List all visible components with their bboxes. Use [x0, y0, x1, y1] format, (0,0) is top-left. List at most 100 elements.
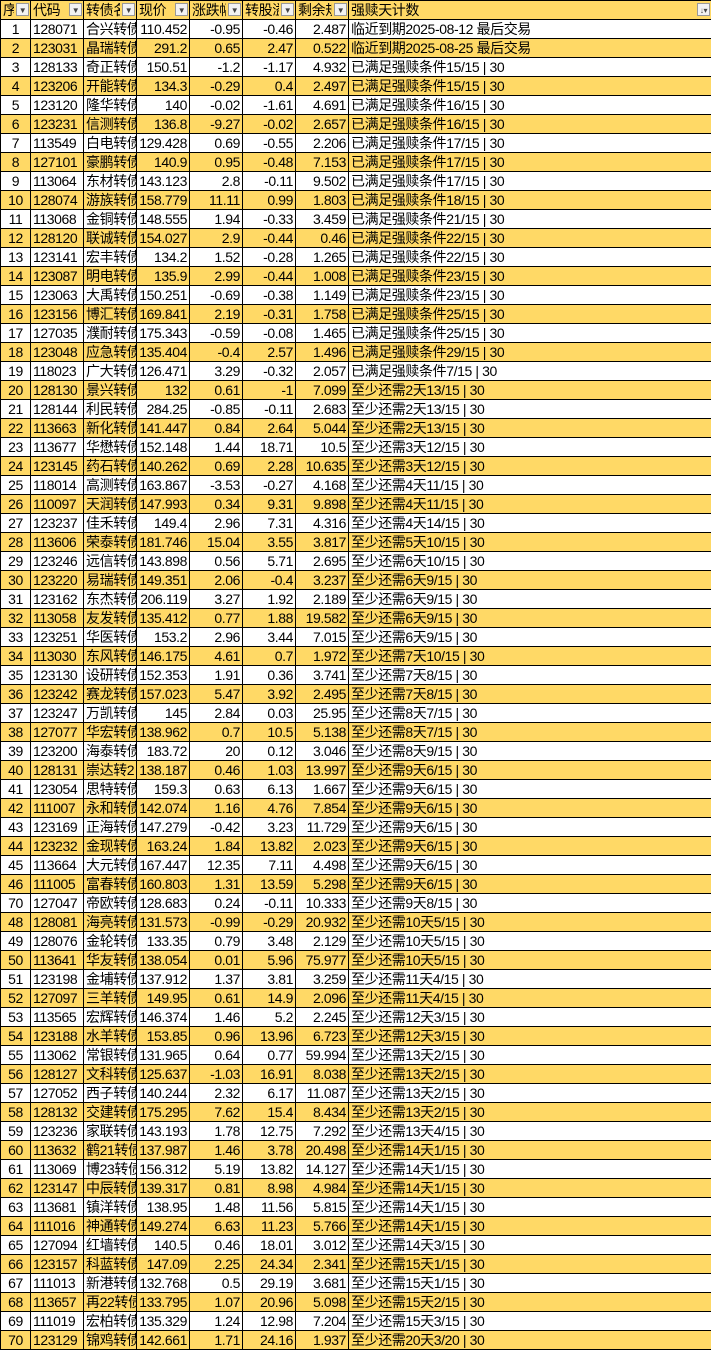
cell-seq[interactable]: 63 [0, 1197, 31, 1217]
table-row[interactable]: 3 128133 奇正转债 150.51 -1.2 -1.17 4.932 已满足强赎条件15… [0, 57, 711, 77]
cell-seq[interactable]: 28 [0, 532, 31, 552]
cell-seq[interactable]: 24 [0, 456, 31, 476]
cell-remaining-size[interactable]: 0.522 [295, 38, 349, 58]
cell-change[interactable]: 1.84 [189, 836, 243, 856]
cell-remaining-size[interactable]: 9.502 [295, 171, 349, 191]
cell-seq[interactable]: 25 [0, 475, 31, 495]
cell-seq[interactable]: 68 [0, 1292, 31, 1312]
cell-price[interactable]: 137.987 [136, 1140, 190, 1160]
table-row[interactable]: 32 113058 友发转债 135.412 0.77 1.88 19.582 至少还需6天9… [0, 608, 711, 628]
cell-remaining-size[interactable]: 3.046 [295, 741, 349, 761]
cell-change[interactable]: 2.8 [189, 171, 243, 191]
cell-redeem-count[interactable]: 至少还需15天1/15 | 30 [348, 1273, 711, 1293]
cell-name[interactable]: 红墙转债 [83, 1235, 137, 1255]
cell-redeem-count[interactable]: 已满足强赎条件23/15 | 30 [348, 285, 711, 305]
cell-price[interactable]: 126.471 [136, 361, 190, 381]
cell-change[interactable]: -0.29 [189, 76, 243, 96]
cell-remaining-size[interactable]: 4.316 [295, 513, 349, 533]
table-row[interactable]: 57 127052 西子转债 140.244 2.32 6.17 11.087 至少还需13天… [0, 1083, 711, 1103]
cell-name[interactable]: 东风转债 [83, 646, 137, 666]
cell-code[interactable]: 123247 [30, 703, 84, 723]
cell-name[interactable]: 西子转债 [83, 1083, 137, 1103]
cell-code[interactable]: 127094 [30, 1235, 84, 1255]
cell-remaining-size[interactable]: 4.984 [295, 1178, 349, 1198]
cell-code[interactable]: 123048 [30, 342, 84, 362]
cell-redeem-count[interactable]: 至少还需3天12/15 | 30 [348, 456, 711, 476]
cell-change[interactable]: 20 [189, 741, 243, 761]
cell-remaining-size[interactable]: 10.635 [295, 456, 349, 476]
cell-redeem-count[interactable]: 至少还需5天10/15 | 30 [348, 532, 711, 552]
cell-premium[interactable]: 3.48 [242, 931, 296, 951]
table-row[interactable]: 55 113062 常银转债 131.965 0.64 0.77 59.994 至少还需13天… [0, 1045, 711, 1065]
cell-remaining-size[interactable]: 20.498 [295, 1140, 349, 1160]
cell-seq[interactable]: 60 [0, 1140, 31, 1160]
cell-seq[interactable]: 42 [0, 798, 31, 818]
cell-price[interactable]: 140.244 [136, 1083, 190, 1103]
cell-change[interactable]: 1.31 [189, 874, 243, 894]
cell-change[interactable]: -3.53 [189, 475, 243, 495]
cell-seq[interactable]: 3 [0, 57, 31, 77]
cell-name[interactable]: 远信转债 [83, 551, 137, 571]
cell-price[interactable]: 131.965 [136, 1045, 190, 1065]
cell-redeem-count[interactable]: 已满足强赎条件17/15 | 30 [348, 171, 711, 191]
cell-premium[interactable]: -0.48 [242, 152, 296, 172]
cell-price[interactable]: 140.262 [136, 456, 190, 476]
cell-price[interactable]: 152.148 [136, 437, 190, 457]
cell-change[interactable]: 0.5 [189, 1273, 243, 1293]
cell-price[interactable]: 175.295 [136, 1102, 190, 1122]
cell-name[interactable]: 镇洋转债 [83, 1197, 137, 1217]
cell-redeem-count[interactable]: 至少还需9天8/15 | 30 [348, 893, 711, 913]
cell-redeem-count[interactable]: 至少还需6天9/15 | 30 [348, 627, 711, 647]
table-row[interactable]: 49 128076 金轮转债 133.35 0.79 3.48 2.129 至少还需10天5/… [0, 931, 711, 951]
cell-premium[interactable]: 12.98 [242, 1311, 296, 1331]
cell-redeem-count[interactable]: 至少还需9天6/15 | 30 [348, 760, 711, 780]
cell-remaining-size[interactable]: 5.815 [295, 1197, 349, 1217]
cell-seq[interactable]: 16 [0, 304, 31, 324]
cell-remaining-size[interactable]: 4.498 [295, 855, 349, 875]
cell-change[interactable]: 1.91 [189, 665, 243, 685]
cell-code[interactable]: 128130 [30, 380, 84, 400]
cell-seq[interactable]: 11 [0, 209, 31, 229]
cell-redeem-count[interactable]: 至少还需6天10/15 | 30 [348, 551, 711, 571]
cell-change[interactable]: 5.19 [189, 1159, 243, 1179]
cell-name[interactable]: 新化转债 [83, 418, 137, 438]
cell-remaining-size[interactable]: 5.098 [295, 1292, 349, 1312]
cell-remaining-size[interactable]: 2.497 [295, 76, 349, 96]
cell-name[interactable]: 宏丰转债 [83, 247, 137, 267]
cell-price[interactable]: 147.09 [136, 1254, 190, 1274]
cell-code[interactable]: 123246 [30, 551, 84, 571]
cell-change[interactable]: -0.95 [189, 19, 243, 39]
cell-premium[interactable]: 7.11 [242, 855, 296, 875]
cell-seq[interactable]: 10 [0, 190, 31, 210]
cell-name[interactable]: 东杰转债 [83, 589, 137, 609]
cell-price[interactable]: 146.175 [136, 646, 190, 666]
table-row[interactable]: 10 128074 游族转债 158.779 11.11 0.99 1.803 已满足强赎条件… [0, 190, 711, 210]
cell-redeem-count[interactable]: 至少还需20天3/20 | 30 [348, 1330, 711, 1350]
cell-remaining-size[interactable]: 2.657 [295, 114, 349, 134]
cell-change[interactable]: 3.27 [189, 589, 243, 609]
cell-premium[interactable]: 11.23 [242, 1216, 296, 1236]
cell-price[interactable]: 140 [136, 95, 190, 115]
cell-seq[interactable]: 39 [0, 741, 31, 761]
table-row[interactable]: 22 113663 新化转债 141.447 0.84 2.64 5.044 至少还需2天13… [0, 418, 711, 438]
cell-name[interactable]: 游族转债 [83, 190, 137, 210]
cell-redeem-count[interactable]: 至少还需6天9/15 | 30 [348, 589, 711, 609]
cell-name[interactable]: 赛龙转债 [83, 684, 137, 704]
cell-remaining-size[interactable]: 1.758 [295, 304, 349, 324]
cell-name[interactable]: 豪鹏转债 [83, 152, 137, 172]
table-row[interactable]: 37 123247 万凯转债 145 2.84 0.03 25.95 至少还需8天7/15 |… [0, 703, 711, 723]
cell-name[interactable]: 万凯转债 [83, 703, 137, 723]
filter-dropdown-icon[interactable]: ▼ [281, 3, 294, 16]
cell-premium[interactable]: 3.92 [242, 684, 296, 704]
table-row[interactable]: 1 128071 合兴转债 110.452 -0.95 -0.46 2.487 临近到期202… [0, 19, 711, 39]
cell-name[interactable]: 景兴转债 [83, 380, 137, 400]
cell-code[interactable]: 128081 [30, 912, 84, 932]
cell-change[interactable]: 2.96 [189, 513, 243, 533]
cell-code[interactable]: 113062 [30, 1045, 84, 1065]
cell-name[interactable]: 鹤21转债 [83, 1140, 137, 1160]
cell-seq[interactable]: 26 [0, 494, 31, 514]
cell-code[interactable]: 118014 [30, 475, 84, 495]
cell-premium[interactable]: 4.76 [242, 798, 296, 818]
cell-price[interactable]: 138.187 [136, 760, 190, 780]
cell-premium[interactable]: -0.32 [242, 361, 296, 381]
